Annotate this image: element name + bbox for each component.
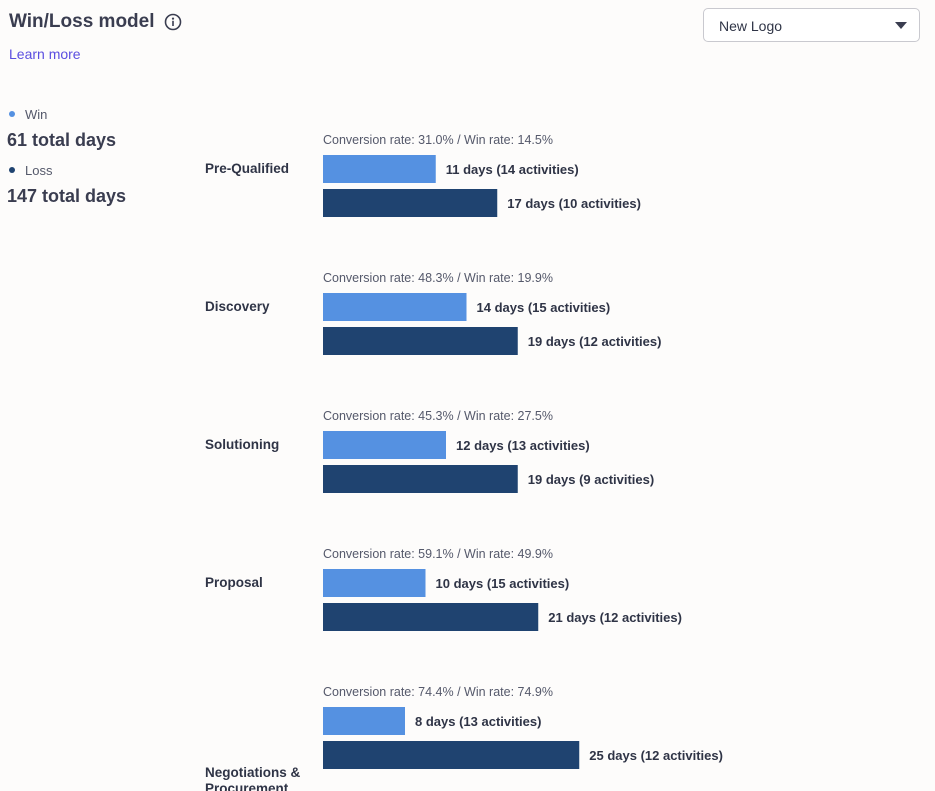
loss-bar-label: 17 days (10 activities) <box>507 196 641 211</box>
stage-label: Solutioning <box>205 437 279 452</box>
stage-label: Procurement <box>205 781 289 791</box>
loss-bar <box>323 189 498 217</box>
win-bar-label: 8 days (13 activities) <box>415 714 541 729</box>
stage-label: Pre-Qualified <box>205 161 289 176</box>
win-bar-label: 14 days (15 activities) <box>477 300 611 315</box>
stage-label: Discovery <box>205 299 270 314</box>
learn-more-link[interactable]: Learn more <box>9 46 81 62</box>
legend-loss-total: 147 total days <box>7 186 127 206</box>
loss-bar-label: 19 days (9 activities) <box>528 472 654 487</box>
win-bar-label: 10 days (15 activities) <box>436 576 570 591</box>
win-bar <box>323 707 405 735</box>
legend-item-win: Win <box>7 106 126 122</box>
segment-dropdown-value: New Logo <box>719 18 783 34</box>
win-dot-icon <box>9 111 15 117</box>
win-bar-label: 12 days (13 activities) <box>456 438 590 453</box>
stage-label: Proposal <box>205 575 263 590</box>
page-title: Win/Loss model <box>9 11 182 33</box>
win-bar <box>323 293 467 321</box>
win-bar <box>323 155 436 183</box>
stage-rate-label: Conversion rate: 45.3% / Win rate: 27.5% <box>323 409 553 423</box>
page-title-text: Win/Loss model <box>9 11 155 32</box>
win-bar-label: 11 days (14 activities) <box>446 162 579 177</box>
legend-loss-label: Loss <box>25 162 53 178</box>
loss-bar-label: 21 days (12 activities) <box>548 610 682 625</box>
stage-rate-label: Conversion rate: 74.4% / Win rate: 74.9% <box>323 685 553 699</box>
segment-dropdown[interactable]: New Logo <box>703 8 920 42</box>
loss-bar-label: 19 days (12 activities) <box>528 334 662 349</box>
loss-bar <box>323 465 518 493</box>
loss-bar-label: 25 days (12 activities) <box>589 748 723 763</box>
caret-down-icon <box>895 22 907 29</box>
legend-item-loss: Loss <box>7 162 126 178</box>
loss-bar <box>323 603 539 631</box>
legend-win-total: 61 total days <box>7 130 117 150</box>
loss-dot-icon <box>9 167 15 173</box>
stage-label: Negotiations & <box>205 765 301 780</box>
stage-rate-label: Conversion rate: 31.0% / Win rate: 14.5% <box>323 133 553 147</box>
stage-rate-label: Conversion rate: 48.3% / Win rate: 19.9% <box>323 271 553 285</box>
legend-win-label: Win <box>25 106 48 122</box>
loss-bar <box>323 327 518 355</box>
info-icon[interactable] <box>164 13 182 31</box>
loss-bar <box>323 741 580 769</box>
legend: Win 61 total days Loss 147 total days <box>7 106 126 218</box>
win-bar <box>323 569 426 597</box>
stage-rate-label: Conversion rate: 59.1% / Win rate: 49.9% <box>323 547 553 561</box>
win-bar <box>323 431 446 459</box>
